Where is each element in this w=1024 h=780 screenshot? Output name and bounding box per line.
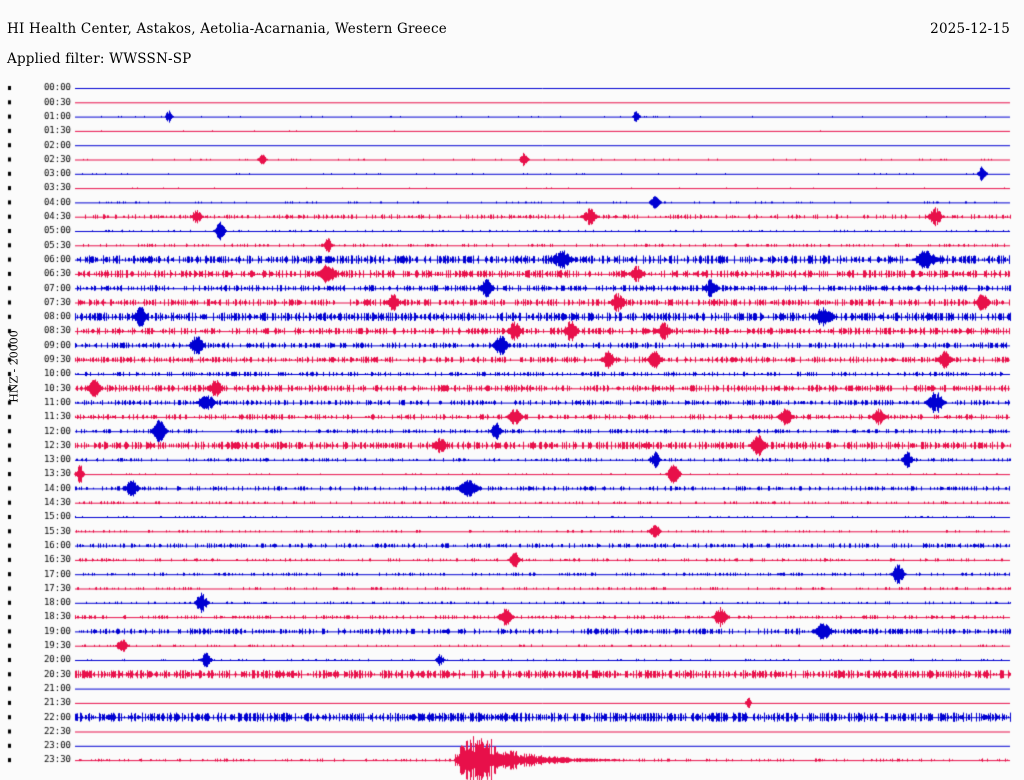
y-axis-label: HNZ - 20000	[7, 330, 21, 403]
record-date: 2025-12-15	[930, 21, 1010, 37]
page-title: HI Health Center, Astakos, Aetolia-Acarn…	[7, 21, 447, 37]
applied-filter-label: Applied filter: WWSSN-SP	[7, 51, 192, 67]
